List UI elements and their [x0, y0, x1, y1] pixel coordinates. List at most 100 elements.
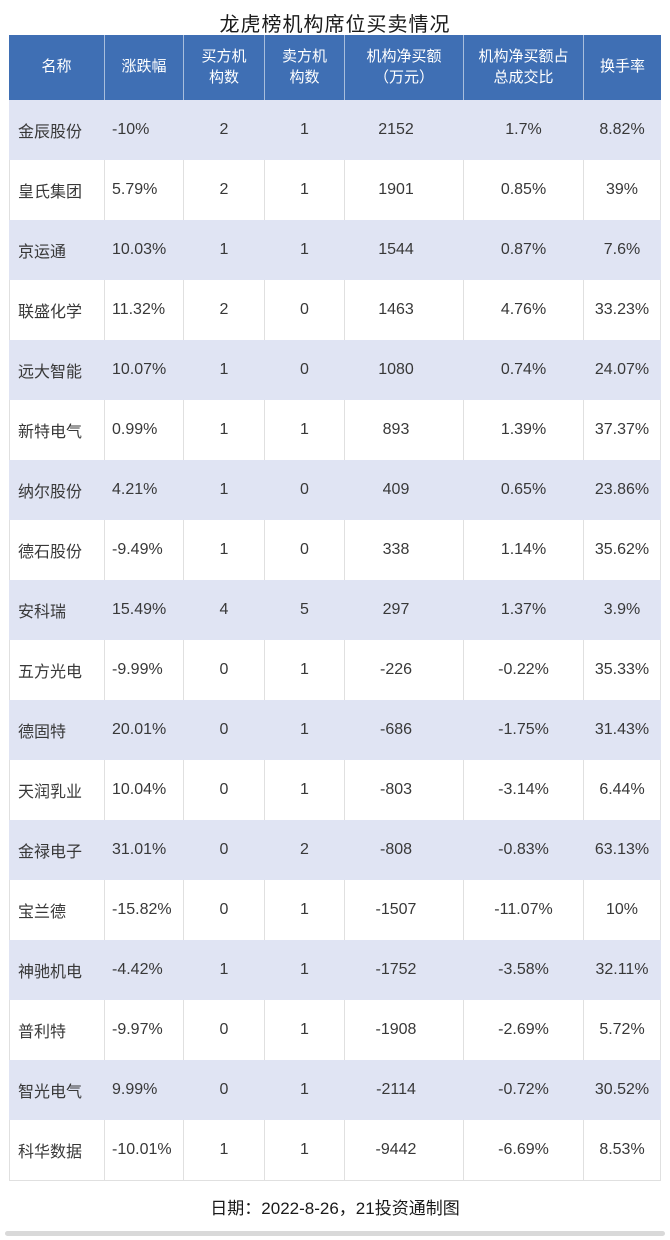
table-cell: 0.85%: [464, 160, 584, 220]
table-cell: 23.86%: [594, 481, 650, 498]
table-cell: 24.07%: [594, 361, 650, 378]
table-cell: 0.99%: [105, 400, 184, 460]
column-header: 卖方机 构数: [265, 35, 345, 100]
table-cell: -3.14%: [464, 760, 584, 820]
table-row: 神驰机电 -4.42% 1 1 -1752 -3.58% 32.11%: [9, 940, 661, 1000]
table-cell: 0.65%: [500, 481, 547, 498]
page-title: 龙虎榜机构席位买卖情况: [219, 14, 451, 36]
table-cell: 1: [265, 640, 345, 700]
table-cell: 1: [184, 400, 265, 460]
table-cell: -686: [379, 721, 413, 738]
table-cell: 3.9%: [603, 601, 641, 618]
table-cell: 德石股份: [9, 520, 105, 580]
table-cell: 0: [219, 721, 229, 738]
table-cell: -10%: [112, 121, 150, 138]
table-cell: 8.82%: [599, 121, 645, 138]
table-cell: 63.13%: [594, 841, 650, 858]
table-cell: 297: [382, 601, 410, 618]
table-header-row: 名称 涨跌幅 买方机 构数 卖方机 构数 机构净买额 （万元） 机构净买额占 总成交比 换手…: [9, 35, 661, 100]
table-cell: 京运通: [18, 244, 67, 261]
table-cell: 0: [219, 1081, 229, 1098]
table-cell: -9.99%: [105, 640, 184, 700]
table-cell: -0.22%: [464, 640, 584, 700]
table-cell: -1.75%: [498, 721, 549, 738]
table-cell: 0.87%: [500, 241, 547, 258]
table-cell: 0: [184, 640, 265, 700]
table-cell: 联盛化学: [9, 280, 105, 340]
table-row: 宝兰德 -15.82% 0 1 -1507 -11.07% 10%: [9, 880, 661, 940]
table-cell: 1.14%: [464, 520, 584, 580]
table-cell: -9.49%: [105, 520, 184, 580]
table-cell: 0: [265, 520, 345, 580]
table-cell: 1: [219, 241, 229, 258]
table-cell: 0: [300, 481, 309, 498]
table-row: 安科瑞 15.49% 4 5 297 1.37% 3.9%: [9, 580, 661, 640]
table-cell: 金禄电子: [18, 844, 83, 861]
table-cell: 1: [184, 1120, 265, 1180]
table-cell: 远大智能: [18, 364, 83, 381]
table-cell: -3.58%: [498, 961, 549, 978]
column-header: 涨跌幅: [105, 35, 184, 100]
table-cell: 1: [219, 361, 229, 378]
table-cell: -15.82%: [105, 880, 184, 940]
table-cell: 39%: [584, 160, 661, 220]
table-cell: 新特电气: [9, 400, 105, 460]
table-cell: 1: [219, 481, 229, 498]
table-cell: 2: [184, 160, 265, 220]
table-row: 京运通 10.03% 1 1 1544 0.87% 7.6%: [9, 220, 661, 280]
table-cell: 37.37%: [584, 400, 661, 460]
table-cell: 五方光电: [9, 640, 105, 700]
table-footnote: 日期：2022-8-26，21投资通制图: [210, 1199, 460, 1218]
table-cell: 10.04%: [105, 760, 184, 820]
table-cell: 0: [184, 880, 265, 940]
table-cell: -2114: [376, 1081, 416, 1098]
table-cell: 1544: [378, 241, 414, 258]
table-cell: 神驰机电: [18, 964, 83, 981]
table-cell: -9442: [345, 1120, 464, 1180]
column-header: 机构净买额 （万元）: [345, 35, 464, 100]
table-cell: 1.7%: [505, 121, 542, 138]
table-cell: 金辰股份: [18, 124, 83, 141]
table-cell: -4.42%: [112, 961, 163, 978]
table-cell: 32.11%: [595, 961, 649, 978]
table-cell: -2.69%: [464, 1000, 584, 1060]
table-cell: -6.69%: [464, 1120, 584, 1180]
table-cell: 1: [265, 880, 345, 940]
table-cell: 893: [345, 400, 464, 460]
table-cell: 宝兰德: [9, 880, 105, 940]
table-cell: 1080: [378, 361, 414, 378]
table-cell: 0: [219, 841, 229, 858]
table-cell: 6.44%: [584, 760, 661, 820]
table-cell: 10.07%: [112, 361, 167, 378]
table-cell: 2152: [378, 121, 414, 138]
table-cell: 5: [300, 601, 309, 618]
table-cell: -11.07%: [464, 880, 584, 940]
column-header: 名称: [9, 35, 105, 100]
table-cell: -0.72%: [498, 1081, 549, 1098]
table-cell: 7.6%: [603, 241, 641, 258]
table-cell: 8.53%: [584, 1120, 661, 1180]
table-cell: 35.33%: [584, 640, 661, 700]
table-cell: 0: [184, 1000, 265, 1060]
table-cell: 2: [184, 280, 265, 340]
table-row: 新特电气 0.99% 1 1 893 1.39% 37.37%: [9, 400, 661, 460]
table-cell: 31.43%: [594, 721, 650, 738]
table-cell: 普利特: [9, 1000, 105, 1060]
table-cell: 1: [184, 520, 265, 580]
table-cell: -226: [345, 640, 464, 700]
bottom-divider: [5, 1231, 665, 1236]
table-cell: 9.99%: [112, 1081, 158, 1098]
table-cell: 33.23%: [584, 280, 661, 340]
table-cell: 1901: [345, 160, 464, 220]
table-cell: 德固特: [18, 724, 67, 741]
table-row: 纳尔股份 4.21% 1 0 409 0.65% 23.86%: [9, 460, 661, 520]
table-cell: -1908: [345, 1000, 464, 1060]
table-cell: 安科瑞: [18, 604, 67, 621]
table-cell: 纳尔股份: [18, 484, 83, 501]
table-cell: 0.74%: [500, 361, 547, 378]
table-cell: 31.01%: [112, 841, 167, 858]
table-cell: 409: [382, 481, 410, 498]
table-cell: -1507: [345, 880, 464, 940]
column-header: 换手率: [599, 58, 645, 76]
